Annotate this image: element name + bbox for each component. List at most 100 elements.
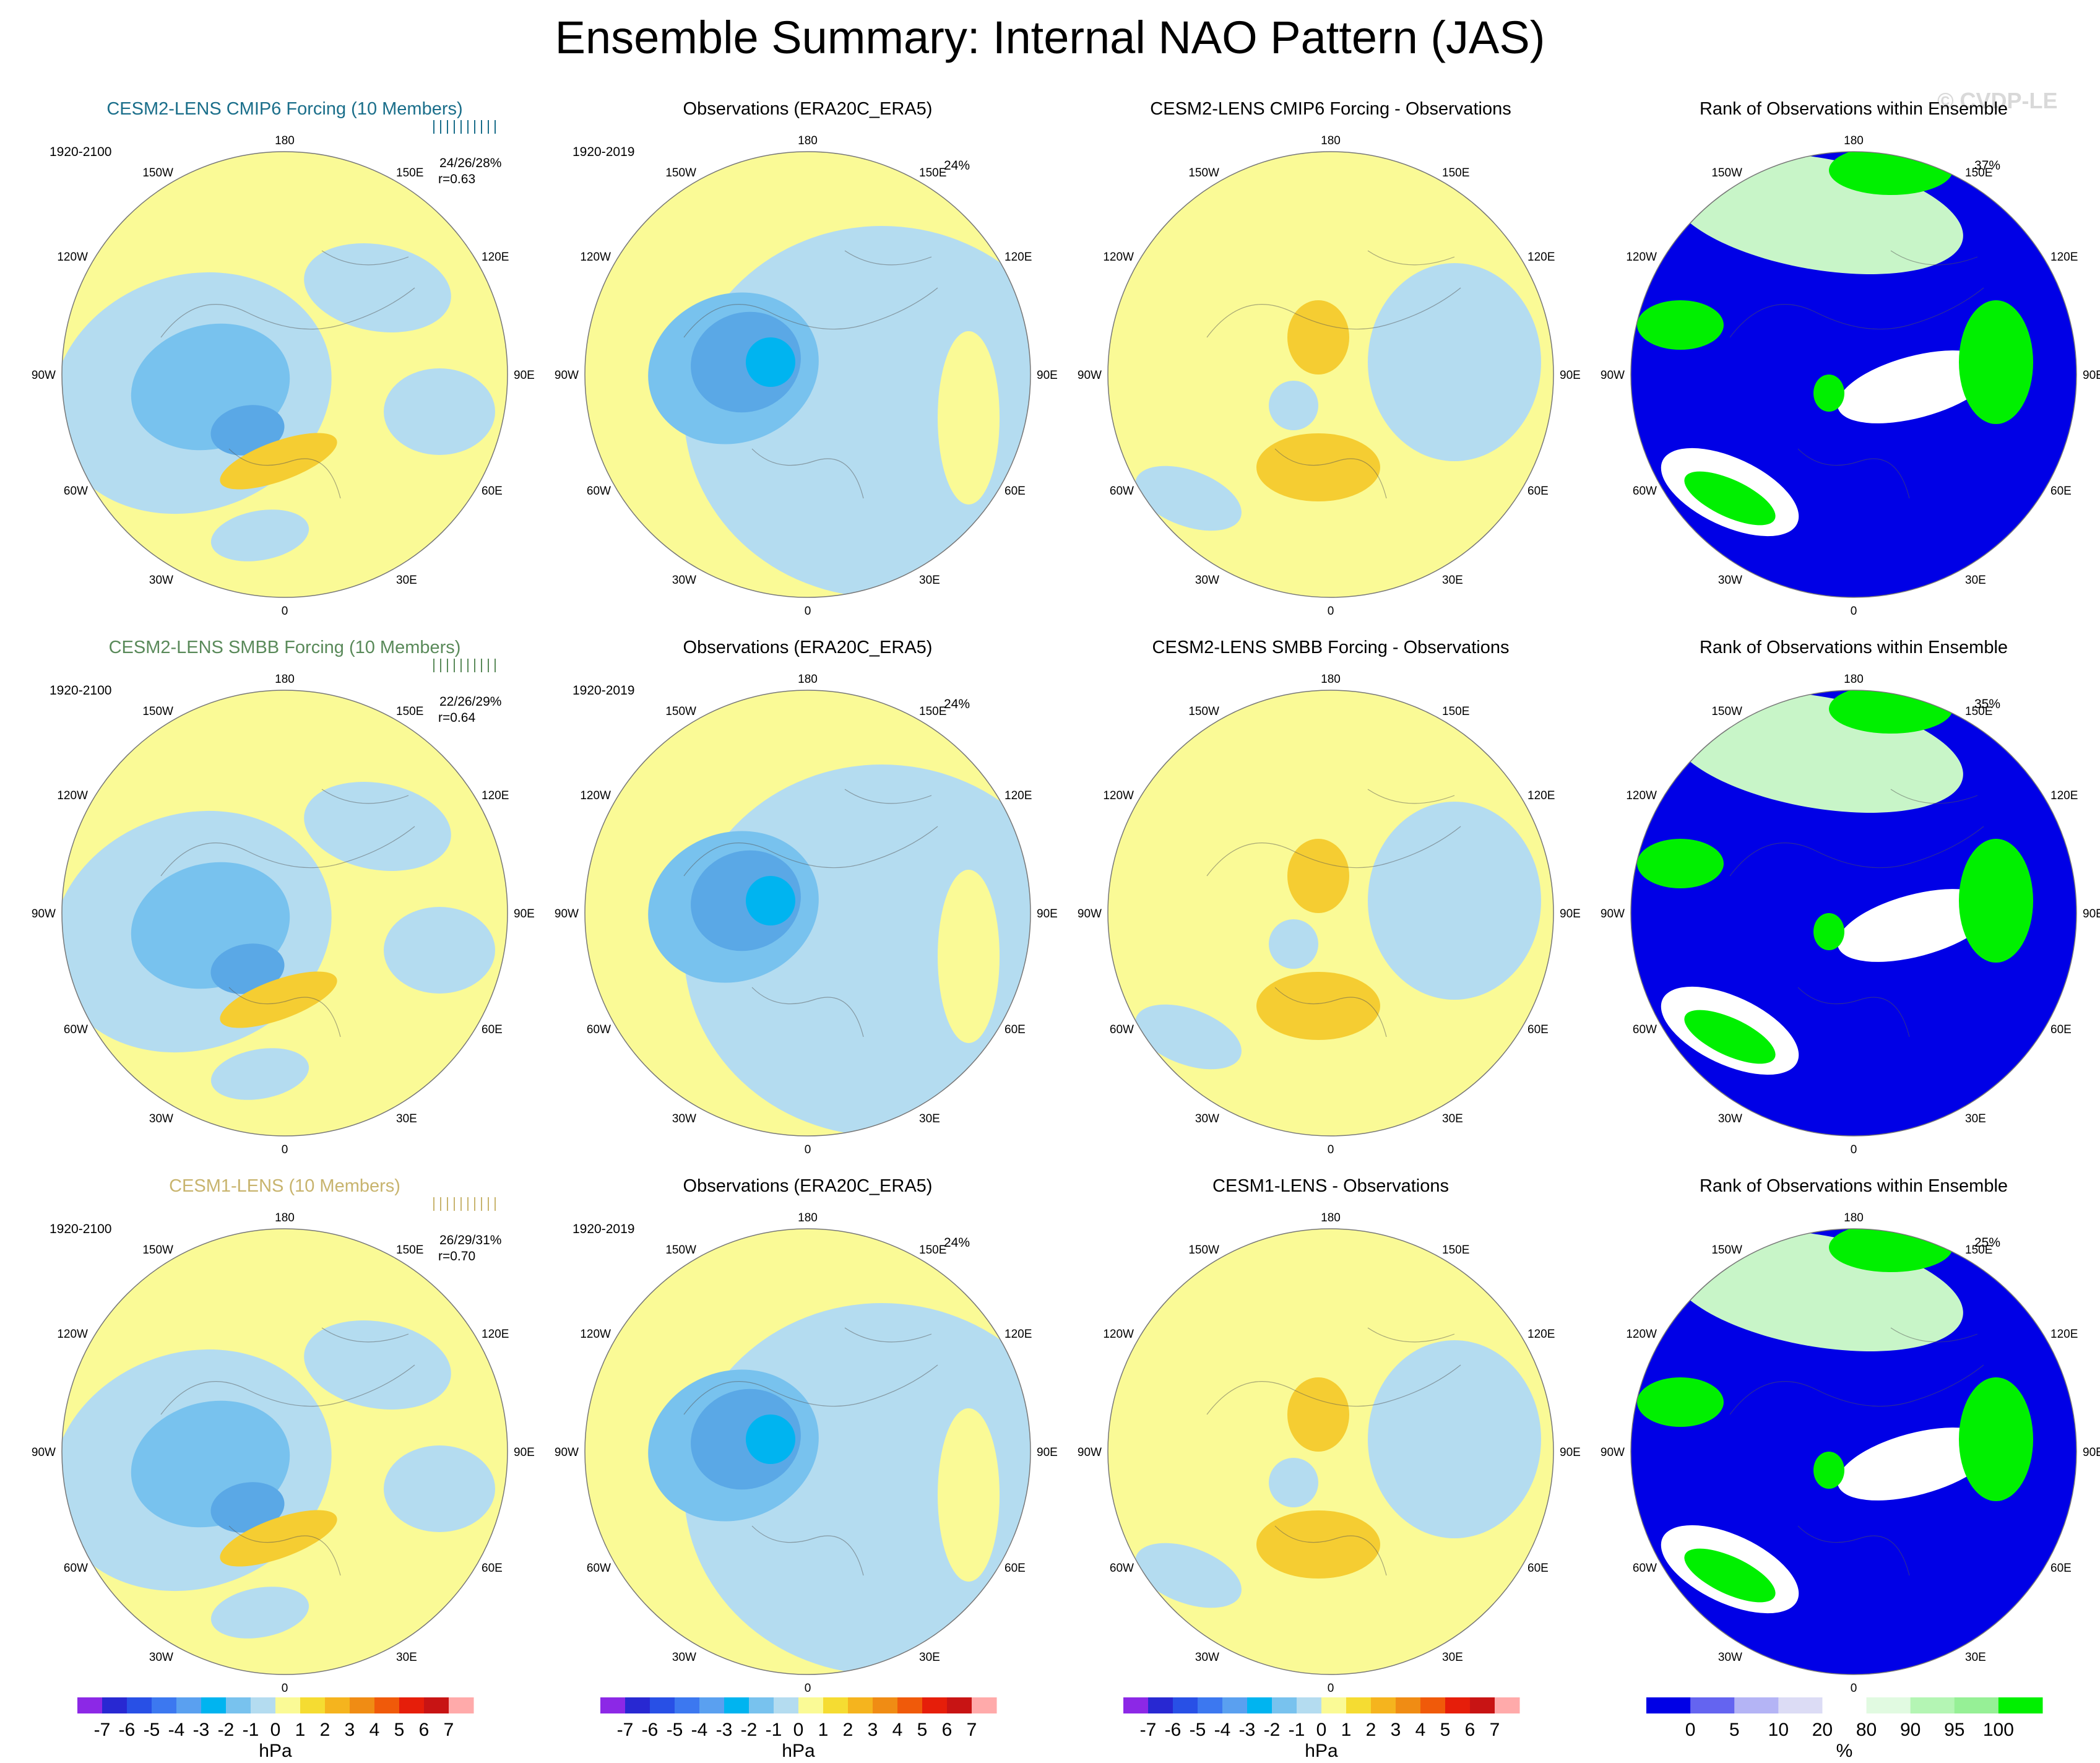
longitude-label: 120W	[57, 789, 88, 802]
longitude-label: 150E	[396, 705, 423, 718]
longitude-label: 0	[282, 1682, 288, 1695]
hpa_colorbar-colorbar: -7 -6 -5 -4 -3 -2 -1 0 1 2 3 4 5 6 7 hPa	[600, 1697, 997, 1761]
coastline	[1729, 250, 1984, 499]
longitude-label: 180	[798, 134, 818, 147]
colorbar-tick-label: -7	[1140, 1720, 1157, 1740]
longitude-label: 30W	[1195, 574, 1219, 587]
longitude-label: 30E	[1442, 1651, 1463, 1664]
coastline	[683, 250, 938, 499]
polar-map: 180 150W 150E 120W 120E 90W 90E 60W 60E 30W 30E 0	[555, 134, 1058, 618]
longitude-label: 150W	[1711, 1244, 1742, 1257]
longitude-label: 150W	[665, 1244, 696, 1257]
longitude-label: 120W	[1103, 251, 1134, 264]
field-region	[938, 1408, 1000, 1582]
longitude-label: 60W	[1110, 1023, 1134, 1036]
longitude-label: 60W	[1633, 485, 1657, 498]
field-region	[1813, 375, 1844, 412]
map-panel-obs-row3: 180 150W 150E 120W 120E 90W 90E 60W 60E 30W 30E 0 Ob…	[548, 1176, 1068, 1721]
colorbar-swatch	[922, 1697, 948, 1713]
colorbar-tick-label: 5	[917, 1720, 928, 1740]
colorbar-tick-label: 5	[1440, 1720, 1451, 1740]
longitude-label: 60E	[2050, 1023, 2072, 1036]
longitude-label: 150E	[396, 1244, 423, 1257]
panel-title: Rank of Observations within Ensemble	[1699, 1176, 2008, 1196]
panel-title: Rank of Observations within Ensemble	[1699, 638, 2008, 657]
colorbar-swatch	[449, 1697, 474, 1713]
panel-title: CESM2-LENS SMBB Forcing - Observations	[1152, 638, 1510, 657]
colorbar-tick-label: -6	[1165, 1720, 1182, 1740]
longitude-label: 90E	[514, 369, 535, 382]
field-region	[1269, 919, 1318, 969]
colorbar-tick-label: -5	[1190, 1720, 1206, 1740]
colorbar-tick-label: 2	[1366, 1720, 1376, 1740]
longitude-label: 150E	[919, 167, 946, 180]
colorbar-swatch	[374, 1697, 400, 1713]
colorbar-swatch	[1910, 1697, 1955, 1713]
longitude-label: 150E	[1442, 167, 1469, 180]
field-region	[746, 1414, 795, 1464]
map-panel-diff-row3: 180 150W 150E 120W 120E 90W 90E 60W 60E 30W 30E 0 CE…	[1071, 1176, 1591, 1721]
field-region	[210, 1048, 309, 1100]
colorbar-unit: hPa	[782, 1741, 815, 1761]
longitude-label: 0	[1851, 1682, 1857, 1695]
longitude-label: 60E	[1527, 1023, 1549, 1036]
map-panel-rank-row1: 180 150W 150E 120W 120E 90W 90E 60W 60E 30W 30E 0 Ra…	[1594, 99, 2100, 644]
longitude-label: 120W	[1626, 789, 1657, 802]
map-boundary	[1630, 690, 2077, 1137]
pct-explained-label: 22/26/29%	[439, 695, 502, 709]
longitude-label: 120W	[580, 1328, 611, 1341]
map-boundary	[584, 1228, 1031, 1675]
longitude-label: 180	[275, 673, 295, 686]
longitude-label: 180	[1844, 673, 1864, 686]
panel-title: Observations (ERA20C_ERA5)	[683, 1176, 933, 1196]
colorbar-tick-label: -4	[1214, 1720, 1231, 1740]
longitude-label: 150W	[142, 1244, 173, 1257]
map-panel-obs-row2: 180 150W 150E 120W 120E 90W 90E 60W 60E 30W 30E 0 Ob…	[548, 638, 1068, 1182]
longitude-label: 90E	[514, 1446, 535, 1459]
field-region	[938, 331, 1000, 505]
longitude-label: 180	[798, 673, 818, 686]
colorbar-tick-label: -7	[94, 1720, 111, 1740]
colorbar-tick-label: 0	[270, 1720, 281, 1740]
field-region	[210, 1587, 309, 1639]
colorbar-swatch	[127, 1697, 152, 1713]
longitude-label: 90W	[1601, 907, 1625, 920]
field-region	[1837, 889, 1994, 962]
polar-map: 180 150W 150E 120W 120E 90W 90E 60W 60E 30W 30E 0	[1078, 673, 1581, 1156]
longitude-label: 150E	[1965, 1244, 1992, 1257]
longitude-label: 120W	[1626, 251, 1657, 264]
polar-map: 180 150W 150E 120W 120E 90W 90E 60W 60E 30W 30E 0	[1601, 134, 2100, 618]
colorbar-swatch	[1866, 1697, 1911, 1713]
panel-title: Rank of Observations within Ensemble	[1699, 99, 2008, 119]
colorbar-tick-label: 3	[1391, 1720, 1401, 1740]
colorbar-swatch	[972, 1697, 997, 1713]
member-ticks	[433, 120, 496, 134]
pct-explained-label: 24/26/28%	[439, 156, 502, 170]
field-region	[210, 405, 285, 456]
hpa_colorbar-colorbar: -7 -6 -5 -4 -3 -2 -1 0 1 2 3 4 5 6 7 hPa	[77, 1697, 474, 1761]
field-region	[1287, 1377, 1349, 1452]
longitude-label: 90W	[555, 369, 579, 382]
longitude-label: 90E	[1037, 369, 1058, 382]
colorbar-tick-label: -6	[642, 1720, 659, 1740]
longitude-label: 30W	[1718, 574, 1742, 587]
colorbar-tick-label: -6	[119, 1720, 136, 1740]
colorbar-swatch	[1247, 1697, 1273, 1713]
colorbar-swatch	[1646, 1697, 1691, 1713]
colorbar-tick-label: 6	[1465, 1720, 1476, 1740]
field-region	[1637, 1377, 1724, 1427]
longitude-label: 180	[798, 1211, 818, 1224]
longitude-label: 60W	[1633, 1023, 1657, 1036]
colorbar-tick-label: 0	[1685, 1720, 1696, 1740]
field-region	[1269, 381, 1318, 430]
period-label: 1920-2019	[573, 683, 635, 698]
colorbar-swatch	[724, 1697, 750, 1713]
longitude-label: 30E	[919, 1112, 940, 1125]
colorbar-swatch	[399, 1697, 425, 1713]
colorbar-swatch	[1778, 1697, 1823, 1713]
colorbar-swatch	[102, 1697, 127, 1713]
longitude-label: 60E	[1005, 1562, 1026, 1575]
longitude-label: 150E	[1442, 705, 1469, 718]
map-boundary	[1107, 690, 1554, 1137]
field-region	[1256, 972, 1380, 1040]
